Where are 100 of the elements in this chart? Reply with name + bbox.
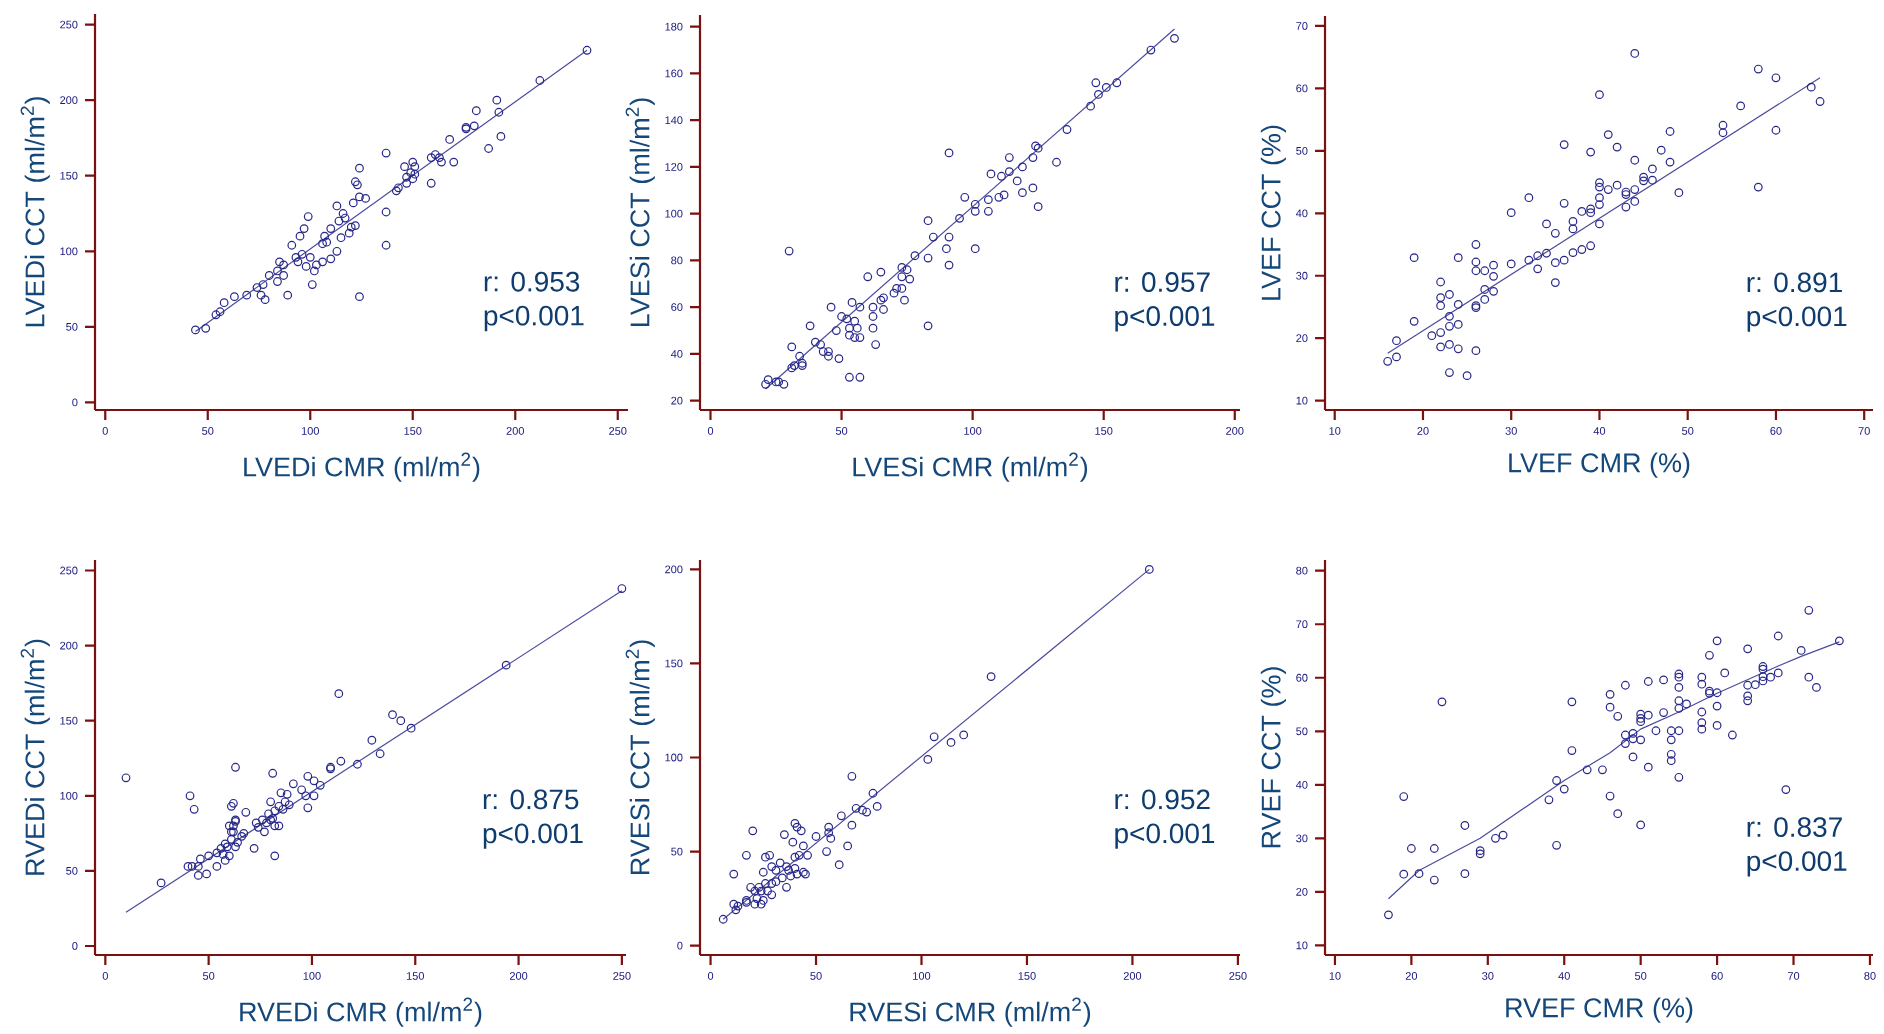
annotation: p<0.001 bbox=[1747, 306, 1847, 332]
x-tick-label: 50 bbox=[810, 972, 822, 980]
y-axis-title: LVEDi CCT (ml/m$^{2}$) bbox=[20, 97, 50, 327]
y-tick-label: 20 bbox=[1296, 334, 1308, 343]
x-tick-label: 10 bbox=[1329, 972, 1341, 980]
y-tick-label: 100 bbox=[665, 209, 683, 218]
y-axis-title: RVESi CCT (ml/m$^{2}$) bbox=[625, 640, 655, 875]
x-tick-label: 50 bbox=[1682, 427, 1694, 435]
x-tick-label: 250 bbox=[613, 972, 631, 980]
annotation: p<0.001 bbox=[1747, 851, 1847, 877]
x-tick-label: 30 bbox=[1482, 972, 1494, 980]
y-axis-title: RVEF CCT (%) bbox=[1260, 667, 1286, 848]
annotation: p<0.001 bbox=[483, 823, 583, 849]
y-tick-label: 40 bbox=[1295, 209, 1308, 218]
y-tick-label: 50 bbox=[671, 847, 683, 856]
annotation: r: 0.891 bbox=[1747, 272, 1842, 293]
y-tick-label: 200 bbox=[60, 641, 78, 650]
x-tick-label: 200 bbox=[1226, 427, 1244, 435]
x-tick-label: 70 bbox=[1858, 427, 1870, 435]
x-tick-label: 150 bbox=[406, 972, 424, 980]
x-axis-title: RVEDi CMR (ml/m$^{2}$) bbox=[240, 997, 482, 1027]
y-tick-label: 30 bbox=[1296, 834, 1308, 843]
y-tick-label: 0 bbox=[677, 941, 683, 950]
y-tick-label: 140 bbox=[665, 116, 683, 125]
x-tick-label: 200 bbox=[509, 972, 528, 980]
x-axis-title: LVESi CMR (ml/m$^{2}$) bbox=[853, 452, 1088, 482]
y-tick-label: 100 bbox=[665, 753, 683, 762]
y-tick-label: 150 bbox=[60, 171, 78, 180]
x-tick-label: 200 bbox=[506, 427, 524, 435]
x-tick-label: 50 bbox=[835, 427, 848, 435]
annotation: r: 0.952 bbox=[1115, 789, 1210, 810]
x-tick-label: 40 bbox=[1558, 972, 1570, 980]
y-axis-title: LVESi CCT (ml/m$^{2}$) bbox=[625, 98, 655, 327]
annotation: r: 0.957 bbox=[1115, 272, 1210, 292]
x-axis-title: LVEF CMR (%) bbox=[1509, 452, 1690, 478]
y-tick-label: 60 bbox=[671, 303, 683, 312]
annotation: r: 0.837 bbox=[1747, 817, 1842, 837]
y-tick-label: 120 bbox=[665, 163, 683, 171]
y-tick-label: 10 bbox=[1296, 396, 1308, 405]
x-tick-label: 0 bbox=[102, 427, 108, 435]
x-axis-title: RVESi CMR (ml/m$^{2}$) bbox=[850, 997, 1091, 1027]
x-tick-label: 10 bbox=[1329, 427, 1341, 435]
x-tick-label: 0 bbox=[707, 972, 714, 980]
x-tick-label: 50 bbox=[202, 972, 215, 980]
x-tick-label: 100 bbox=[964, 427, 982, 435]
y-tick-label: 50 bbox=[66, 322, 78, 331]
annotation: r: 0.875 bbox=[483, 789, 579, 810]
x-tick-label: 150 bbox=[404, 427, 422, 435]
annotation: p<0.001 bbox=[1115, 823, 1215, 849]
y-tick-label: 40 bbox=[670, 350, 683, 358]
y-tick-label: 60 bbox=[1296, 84, 1308, 93]
x-tick-label: 0 bbox=[102, 972, 108, 980]
y-tick-label: 200 bbox=[665, 565, 683, 574]
y-tick-label: 250 bbox=[60, 566, 78, 575]
x-tick-label: 0 bbox=[707, 427, 714, 435]
y-tick-label: 250 bbox=[60, 20, 78, 29]
x-tick-label: 80 bbox=[1864, 972, 1876, 980]
x-tick-label: 60 bbox=[1770, 427, 1782, 435]
y-tick-label: 60 bbox=[1296, 673, 1308, 682]
x-tick-label: 20 bbox=[1405, 972, 1418, 980]
y-axis-title: RVEDi CCT (ml/m$^{2}$) bbox=[20, 639, 50, 875]
x-tick-label: 30 bbox=[1505, 427, 1517, 435]
y-tick-label: 150 bbox=[665, 659, 683, 668]
y-tick-label: 30 bbox=[1296, 271, 1308, 280]
y-tick-label: 70 bbox=[1296, 620, 1308, 629]
y-axis-title: LVEF CCT (%) bbox=[1260, 125, 1286, 300]
x-axis-title: LVEDi CMR (ml/m$^{2}$) bbox=[244, 452, 480, 482]
y-tick-label: 50 bbox=[66, 867, 78, 875]
y-tick-label: 180 bbox=[665, 22, 683, 31]
y-tick-label: 20 bbox=[1296, 887, 1308, 896]
y-tick-label: 80 bbox=[1296, 566, 1308, 575]
x-tick-label: 50 bbox=[1634, 972, 1647, 980]
x-tick-label: 200 bbox=[1123, 972, 1142, 980]
y-tick-label: 150 bbox=[60, 716, 78, 725]
x-tick-label: 250 bbox=[1229, 972, 1247, 980]
y-tick-label: 160 bbox=[665, 69, 683, 78]
y-tick-label: 0 bbox=[72, 942, 78, 950]
y-tick-label: 50 bbox=[1296, 727, 1308, 736]
y-tick-label: 100 bbox=[60, 791, 78, 800]
y-tick-label: 50 bbox=[1296, 146, 1308, 155]
annotation: r: 0.953 bbox=[484, 271, 580, 292]
x-tick-label: 150 bbox=[1018, 972, 1036, 980]
y-tick-label: 20 bbox=[671, 396, 683, 405]
y-tick-label: 100 bbox=[60, 247, 78, 256]
x-tick-label: 40 bbox=[1593, 427, 1606, 435]
x-tick-label: 20 bbox=[1417, 427, 1429, 435]
y-tick-label: 70 bbox=[1296, 22, 1308, 30]
x-tick-label: 100 bbox=[913, 972, 931, 980]
x-tick-label: 250 bbox=[609, 427, 627, 435]
x-tick-label: 70 bbox=[1787, 972, 1800, 980]
y-tick-label: 80 bbox=[671, 256, 683, 265]
y-tick-label: 10 bbox=[1296, 941, 1308, 950]
y-tick-label: 40 bbox=[1295, 780, 1308, 789]
annotation: p<0.001 bbox=[484, 305, 584, 332]
x-tick-label: 60 bbox=[1711, 972, 1723, 980]
x-tick-label: 50 bbox=[202, 427, 214, 435]
y-tick-label: 0 bbox=[72, 398, 78, 407]
x-tick-label: 150 bbox=[1095, 427, 1113, 435]
y-tick-label: 200 bbox=[60, 96, 78, 105]
x-tick-label: 100 bbox=[303, 972, 321, 980]
